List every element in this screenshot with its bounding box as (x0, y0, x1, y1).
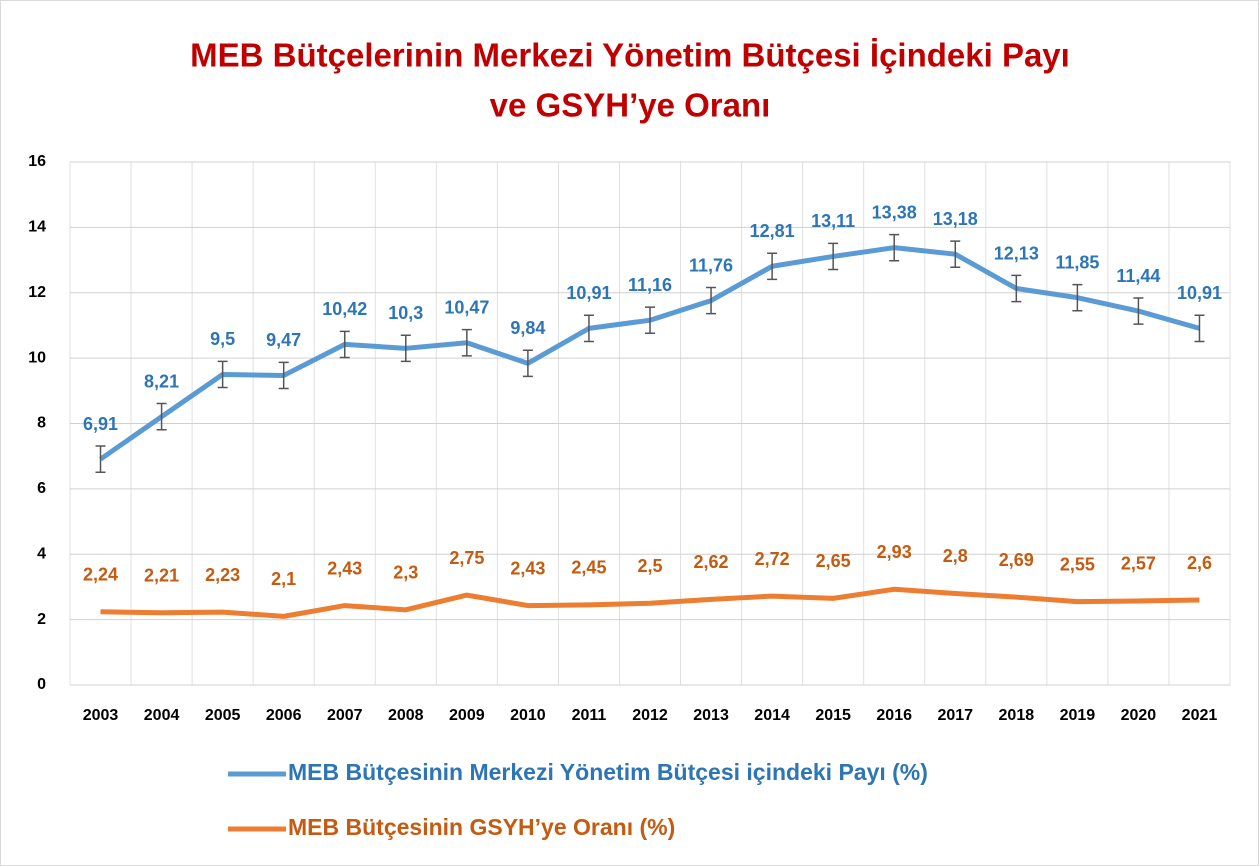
data-label: 2,69 (999, 550, 1034, 570)
data-label: 9,47 (266, 330, 301, 350)
error-bar (889, 233, 900, 262)
x-tick-label: 2010 (510, 707, 546, 724)
data-label: 8,21 (144, 371, 179, 391)
error-bar (461, 328, 472, 357)
data-label: 9,84 (510, 318, 545, 338)
y-tick-label: 2 (37, 611, 46, 628)
error-bar (1133, 297, 1144, 325)
x-tick-label: 2015 (815, 707, 851, 724)
data-label: 2,62 (694, 552, 729, 572)
x-tick-label: 2021 (1182, 707, 1218, 724)
data-label: 2,45 (571, 558, 606, 578)
x-tick-label: 2017 (937, 707, 973, 724)
x-tick-label: 2018 (999, 707, 1035, 724)
data-label: 2,43 (327, 558, 362, 578)
data-label: 11,76 (689, 255, 733, 275)
data-label: 10,91 (566, 283, 611, 303)
data-label: 11,85 (1055, 252, 1099, 272)
data-label: 10,42 (322, 299, 367, 319)
error-bar (522, 349, 533, 378)
data-label: 2,24 (83, 565, 118, 585)
data-label: 2,1 (271, 569, 296, 589)
data-label: 2,75 (449, 548, 484, 568)
error-bar (950, 240, 961, 269)
x-tick-label: 2004 (144, 707, 180, 724)
error-bar (339, 330, 350, 359)
series-line (100, 586, 1200, 619)
data-label: 2,21 (144, 566, 179, 586)
data-label: 12,13 (994, 243, 1039, 263)
data-label: 2,5 (637, 556, 662, 576)
data-label: 11,44 (1116, 266, 1160, 286)
legend-label: MEB Bütçesinin Merkezi Yönetim Bütçesi i… (288, 759, 928, 785)
x-tick-label: 2014 (754, 707, 790, 724)
error-bar (767, 252, 778, 281)
chart-title: ve GSYH’ye Oranı (490, 87, 771, 124)
x-tick-label: 2011 (572, 707, 607, 724)
x-tick-label: 2016 (876, 707, 912, 724)
y-tick-label: 10 (28, 349, 46, 366)
error-bar (400, 334, 411, 363)
y-tick-label: 8 (37, 415, 46, 432)
data-label: 2,3 (393, 563, 418, 583)
error-bar (645, 306, 655, 335)
error-bar (706, 286, 717, 315)
data-label: 2,72 (755, 549, 790, 569)
y-tick-label: 14 (28, 219, 46, 236)
x-tick-label: 2005 (205, 707, 241, 724)
data-label: 2,93 (877, 542, 912, 562)
data-label: 13,11 (811, 211, 855, 231)
x-tick-label: 2007 (327, 707, 363, 724)
x-tick-label: 2008 (388, 707, 424, 724)
x-tick-label: 2020 (1121, 707, 1157, 724)
data-label: 2,6 (1187, 553, 1212, 573)
data-label: 10,47 (444, 298, 489, 318)
error-bar (1072, 283, 1083, 312)
y-tick-label: 12 (28, 284, 46, 301)
error-bar (828, 242, 839, 271)
data-label: 12,81 (750, 221, 795, 241)
data-label: 2,8 (943, 546, 968, 566)
data-label: 11,16 (628, 275, 672, 295)
legend-label: MEB Bütçesinin GSYH’ye Oranı (%) (288, 814, 675, 840)
error-bar (1011, 274, 1022, 303)
y-tick-label: 16 (28, 153, 46, 170)
y-tick-label: 4 (37, 545, 46, 562)
x-tick-label: 2009 (449, 707, 485, 724)
x-tick-label: 2012 (632, 707, 668, 724)
x-tick-label: 2006 (266, 707, 302, 724)
error-bar (217, 360, 228, 389)
data-label: 2,55 (1060, 554, 1095, 574)
data-label: 13,18 (933, 209, 978, 229)
data-label: 6,91 (83, 414, 118, 434)
data-label: 2,43 (510, 558, 545, 578)
y-tick-label: 6 (37, 480, 46, 497)
error-bar (1194, 314, 1205, 343)
error-bar (583, 314, 594, 343)
data-label: 9,5 (210, 329, 235, 349)
data-label: 2,57 (1121, 554, 1156, 574)
data-label: 10,3 (388, 303, 423, 323)
data-label: 13,38 (872, 202, 917, 222)
data-label: 2,65 (816, 551, 851, 571)
error-bar (156, 402, 167, 431)
error-bar (278, 361, 289, 390)
chart-title: MEB Bütçelerinin Merkezi Yönetim Bütçesi… (190, 37, 1070, 74)
x-tick-label: 2019 (1060, 707, 1096, 724)
data-label: 10,91 (1177, 283, 1222, 303)
x-tick-label: 2003 (83, 707, 119, 724)
error-bar (95, 445, 106, 473)
data-label: 2,23 (205, 565, 240, 585)
x-tick-label: 2013 (693, 707, 729, 724)
y-tick-label: 0 (37, 676, 46, 693)
